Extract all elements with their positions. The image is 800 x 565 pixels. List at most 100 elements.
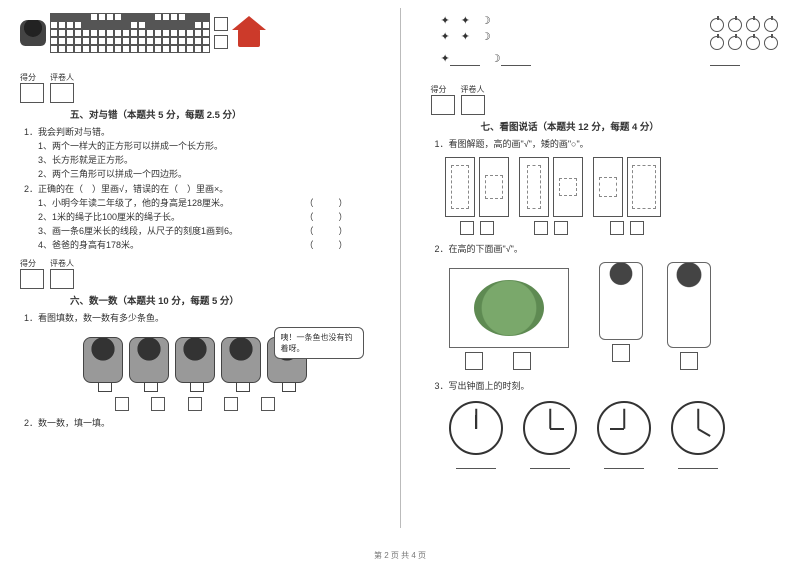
cat-icon — [129, 337, 169, 383]
tree-short-icon — [479, 157, 509, 217]
hour-hand — [550, 428, 564, 430]
sparkle-group: ✦ ✦ ☽ ✦ ✦ ☽ ✦ ☽ — [441, 12, 531, 66]
kid-wrap — [599, 262, 643, 370]
s6-q2: 2．数一数，填一填。 — [24, 417, 370, 429]
clock-icon — [671, 401, 725, 455]
answer-square — [465, 352, 483, 370]
apple-icon — [746, 36, 760, 50]
section-5-title: 五、对与错（本题共 5 分，每题 2.5 分） — [70, 107, 370, 121]
fruit-tree-icon — [449, 268, 569, 348]
score-box-2 — [20, 269, 44, 289]
cup-icon — [553, 157, 583, 217]
speech-bubble: 咦！一条鱼也没有钓着呀。 — [274, 327, 364, 359]
clock-icon — [449, 401, 503, 455]
count-box — [151, 397, 165, 411]
s5-q1a: 1、两个一样大的正方形可以拼成一个长方形。 — [38, 140, 370, 152]
answer-square — [554, 221, 568, 235]
score-box — [20, 83, 44, 103]
page-columns: document.write( Array.from({length:100},… — [20, 8, 780, 528]
answer-square — [513, 352, 531, 370]
q1-pictures — [445, 157, 781, 235]
kid-wrap — [667, 262, 711, 370]
clock-item — [523, 401, 577, 471]
apple-icon — [710, 36, 724, 50]
q2-pictures — [449, 262, 781, 370]
s5-q1: 1．我会判断对与错。 — [24, 126, 370, 138]
s6-q1: 1．看图填数，数一数有多少条鱼。 — [24, 312, 370, 324]
grader-label: 评卷人 — [50, 72, 74, 83]
pic-group — [593, 157, 661, 235]
grader-box-2 — [50, 269, 74, 289]
cat-icon — [83, 337, 123, 383]
blank-line — [501, 56, 531, 66]
answer-square — [680, 352, 698, 370]
sparkle-icon: ✦ ✦ ☽ — [441, 28, 531, 44]
apple-icon — [710, 18, 724, 32]
s5-q2a: 1、小明今年读二年级了，他的身高是128厘米。（ ） — [38, 197, 370, 209]
house-icon — [232, 16, 266, 50]
score-box-3 — [431, 95, 455, 115]
s7-q1: 1．看图解题，高的画"√"，矮的画"○"。 — [435, 138, 781, 150]
minute-hand — [697, 409, 699, 429]
cat-icon — [175, 337, 215, 383]
apple-icon — [728, 18, 742, 32]
answer-squares — [214, 17, 228, 49]
grader-box — [50, 83, 74, 103]
clock-item — [449, 401, 503, 471]
pic-group — [445, 157, 509, 235]
top-shapes-row: ✦ ✦ ☽ ✦ ✦ ☽ ✦ ☽ — [441, 12, 781, 66]
score-grader-row-2: 得分 评卷人 — [20, 258, 370, 289]
sparkle-icon: ✦ ✦ ☽ — [441, 12, 531, 28]
girl-tall-icon — [667, 262, 711, 348]
count-box — [115, 397, 129, 411]
time-blank — [604, 468, 644, 469]
blank-line — [450, 56, 480, 66]
score-label-3: 得分 — [431, 84, 455, 95]
column-divider — [400, 8, 401, 528]
grader-label-3: 评卷人 — [461, 84, 485, 95]
grader-box-3 — [461, 95, 485, 115]
apple-icon — [764, 18, 778, 32]
time-blank — [678, 468, 718, 469]
s5-q2: 2．正确的在（ ）里画√，错误的在（ ）里画×。 — [24, 183, 370, 195]
clock-icon — [523, 401, 577, 455]
s7-q3: 3．写出钟面上的时刻。 — [435, 380, 781, 392]
s5-q2b: 2、1米的绳子比100厘米的绳子长。（ ） — [38, 211, 370, 223]
tree-tall-icon — [445, 157, 475, 217]
left-column: document.write( Array.from({length:100},… — [20, 8, 370, 528]
score-grader-row: 得分 评卷人 — [20, 72, 370, 103]
section-6-title: 六、数一数（本题共 10 分，每题 5 分） — [70, 293, 370, 307]
count-box — [261, 397, 275, 411]
girl-short-icon — [599, 262, 643, 340]
maze-graphic: document.write( Array.from({length:100},… — [20, 8, 370, 58]
hour-hand — [610, 428, 624, 430]
apple-icon — [728, 36, 742, 50]
section-7-title: 七、看图说话（本题共 12 分，每题 4 分） — [481, 119, 781, 133]
sparkle-icon: ✦ ☽ — [441, 50, 531, 66]
time-blank — [530, 468, 570, 469]
pic-group — [519, 157, 583, 235]
clock-item — [597, 401, 651, 471]
grader-label-2: 评卷人 — [50, 258, 74, 269]
blank-line — [710, 56, 740, 66]
answer-square — [480, 221, 494, 235]
minute-hand — [475, 409, 477, 429]
hour-hand — [697, 429, 710, 438]
page-footer: 第 2 页 共 4 页 — [0, 550, 800, 561]
fishing-cats-graphic: 咦！一条鱼也没有钓着呀。 — [26, 331, 364, 409]
answer-square — [460, 221, 474, 235]
small-house-icon — [593, 157, 623, 217]
thermos-icon — [519, 157, 549, 217]
clocks-row — [449, 401, 781, 471]
s7-q2: 2．在高的下面画"√"。 — [435, 243, 781, 255]
answer-square — [534, 221, 548, 235]
apple-icon — [746, 18, 760, 32]
child-icon — [20, 20, 46, 46]
cat-icon — [221, 337, 261, 383]
kids-group — [599, 262, 711, 370]
apples-group — [710, 18, 780, 66]
tree-group — [449, 268, 569, 370]
minute-hand — [549, 409, 551, 429]
answer-square — [610, 221, 624, 235]
apples-grid — [710, 18, 780, 52]
